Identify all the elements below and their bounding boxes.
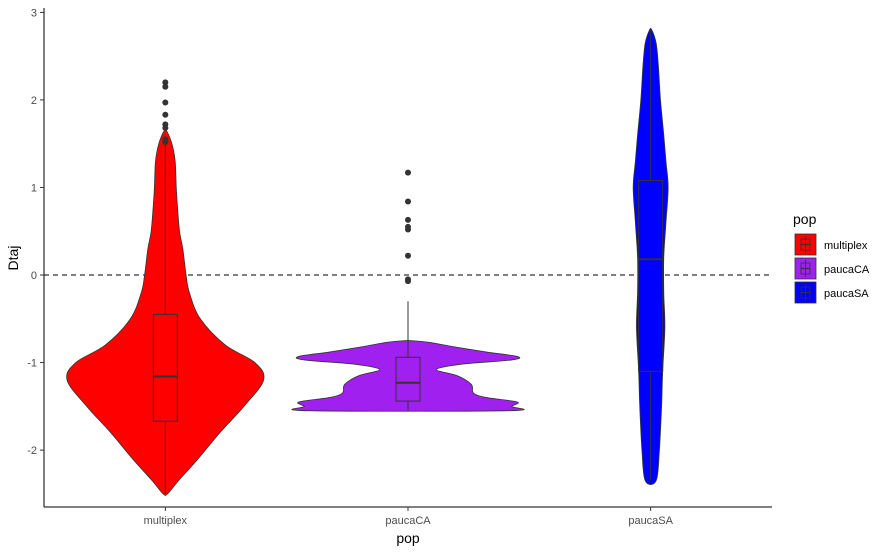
y-tick-label: -2 (27, 445, 37, 457)
box-multiplex (152, 313, 178, 422)
x-tick-label: paucaSA (628, 515, 673, 527)
outlier-point-paucaCA (405, 278, 411, 285)
outlier-point-multiplex (162, 83, 169, 90)
violin-group-paucaCA (291, 169, 525, 412)
axes: multiplex paucaCA paucaSA -2 -1 0 1 2 3 (27, 7, 772, 527)
outlier-point-paucaCA (405, 223, 411, 230)
legend-item-paucaCA: paucaCA (794, 257, 870, 280)
outlier-point-paucaCA (405, 216, 411, 223)
outlier-point-paucaCA (405, 252, 411, 259)
legend-label-multiplex: multiplex (824, 240, 868, 252)
x-tick-label: paucaCA (385, 515, 431, 527)
y-tick-label: 2 (31, 95, 37, 107)
x-tick-label: multiplex (144, 515, 188, 527)
legend-item-paucaSA: paucaSA (794, 281, 869, 304)
y-tick-label: 1 (31, 182, 37, 194)
y-tick-label: 3 (31, 7, 37, 19)
legend: pop multiplex paucaCA paucaSA (793, 211, 870, 304)
y-axis-title: Dtaj (5, 246, 21, 271)
box-paucaSA (638, 179, 664, 372)
outlier-point-multiplex (162, 111, 169, 118)
outlier-point-multiplex (162, 79, 169, 86)
y-tick-label: -1 (27, 358, 37, 370)
legend-label-paucaCA: paucaCA (824, 264, 870, 276)
outlier-point-multiplex (162, 136, 169, 143)
outlier-point-paucaCA (405, 169, 411, 176)
legend-item-multiplex: multiplex (794, 233, 868, 256)
box-paucaCA (395, 356, 421, 402)
legend-label-paucaSA: paucaSA (824, 288, 869, 300)
x-axis-title: pop (396, 530, 420, 546)
outlier-point-paucaCA (405, 198, 411, 205)
outlier-point-multiplex (162, 121, 169, 128)
violin-group-paucaSA (632, 27, 669, 485)
violin-group-multiplex (66, 79, 265, 496)
plot-area (44, 27, 772, 496)
y-tick-label: 0 (31, 270, 37, 282)
legend-title: pop (793, 211, 817, 227)
outlier-point-multiplex (162, 99, 169, 106)
